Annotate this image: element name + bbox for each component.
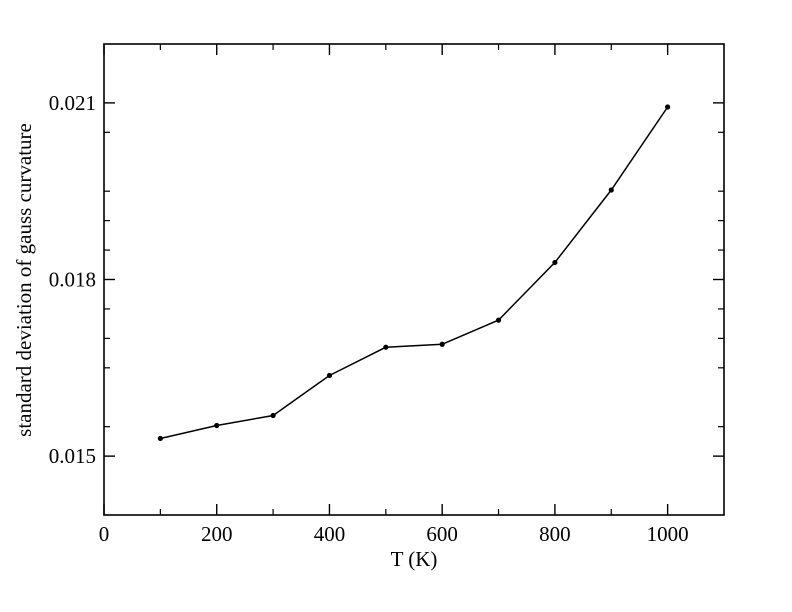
data-point xyxy=(665,104,671,110)
x-tick-label: 0 xyxy=(99,522,110,546)
y-axis-label: standard deviation of gauss curvature xyxy=(12,123,36,437)
x-tick-label: 1000 xyxy=(647,522,689,546)
x-tick-label: 400 xyxy=(314,522,346,546)
x-tick-label: 600 xyxy=(426,522,458,546)
x-tick-label: 800 xyxy=(539,522,571,546)
series-layer xyxy=(157,104,671,442)
data-point xyxy=(157,435,163,442)
plot-frame xyxy=(103,43,725,516)
x-tick-label: 200 xyxy=(201,522,233,546)
y-tick-label: 0.015 xyxy=(49,444,96,468)
y-tick-label: 0.018 xyxy=(49,268,96,292)
data-point xyxy=(326,372,333,379)
y-tick-label: 0.021 xyxy=(49,91,96,115)
data-point xyxy=(383,344,389,350)
axis-tick-labels: 0 200 400 600 800 1000 0.015 0.018 0.021 xyxy=(49,91,689,546)
data-point xyxy=(608,187,614,193)
series-line xyxy=(160,106,669,440)
data-point xyxy=(270,412,276,419)
data-point xyxy=(439,341,445,347)
data-point xyxy=(214,422,220,429)
axis-ticks xyxy=(103,44,724,515)
data-point xyxy=(552,259,558,266)
data-point xyxy=(495,317,502,323)
x-axis-label: T (K) xyxy=(391,547,438,571)
